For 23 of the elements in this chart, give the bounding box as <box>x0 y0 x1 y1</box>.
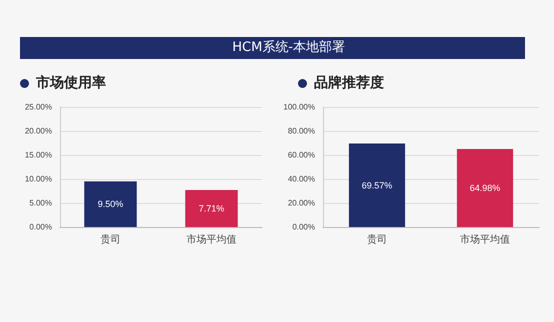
data-label: 9.50% <box>98 199 124 210</box>
y-tick-label: 10.00% <box>24 174 52 184</box>
y-tick-label: 15.00% <box>24 150 52 160</box>
text: HCM系统-本地部署 <box>20 37 525 59</box>
y-tick-label: 40.00% <box>288 174 315 184</box>
y-tick-label: 20.00% <box>24 126 52 136</box>
y-tick-label: 20.00% <box>288 198 315 208</box>
y-tick-label: 25.00% <box>24 102 52 112</box>
y-tick-label: 80.00% <box>288 126 315 136</box>
data-label: 69.57% <box>362 180 392 190</box>
y-tick-label: 0.00% <box>29 222 52 232</box>
chart-title: 品牌推荐度 <box>314 74 384 92</box>
data-label: 64.98% <box>470 183 500 194</box>
x-tick-label: 市场平均值 <box>460 234 510 246</box>
y-tick-label: 0.00% <box>292 222 315 232</box>
data-label: 7.71% <box>198 203 224 214</box>
y-tick-label: 100.00% <box>283 102 315 112</box>
chart-title: 市场使用率 <box>36 74 106 92</box>
x-tick-label: 贵司 <box>367 234 387 246</box>
x-tick-label: 贵司 <box>100 234 120 246</box>
y-tick-label: 5.00% <box>29 198 52 208</box>
y-tick-label: 60.00% <box>288 150 315 160</box>
x-tick-label: 市场平均值 <box>186 234 236 246</box>
